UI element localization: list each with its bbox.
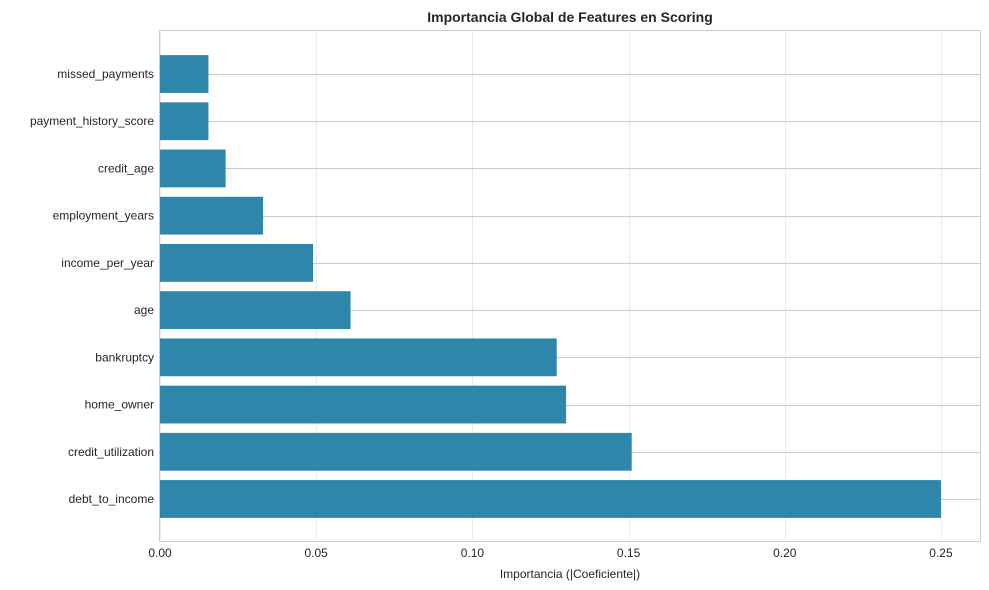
- x-tick-label: 0.10: [461, 546, 485, 560]
- chart-title: Importancia Global de Features en Scorin…: [427, 9, 713, 25]
- x-axis-label: Importancia (|Coeficiente|): [500, 567, 640, 581]
- x-tick-label: 0.20: [773, 546, 797, 560]
- y-tick-label: payment_history_score: [30, 114, 154, 128]
- y-tick-label: debt_to_income: [69, 492, 155, 506]
- x-tick-label: 0.25: [929, 546, 953, 560]
- y-axis-ticks: debt_to_income credit_utilization home_own…: [30, 67, 154, 506]
- x-tick-label: 0.05: [305, 546, 329, 560]
- x-tick-label: 0.15: [617, 546, 641, 560]
- bar-credit-age: [160, 149, 226, 188]
- y-tick-label: missed_payments: [57, 67, 154, 81]
- bar-credit-utilization: [160, 432, 632, 471]
- y-tick-label: employment_years: [53, 209, 154, 223]
- plot-frame: [159, 30, 981, 542]
- y-tick-label: credit_utilization: [68, 445, 154, 459]
- bar-age: [160, 291, 351, 330]
- bar-income-per-year: [160, 244, 314, 282]
- bar-bankruptcy: [160, 338, 557, 377]
- y-tick-label: income_per_year: [61, 256, 154, 270]
- bars-layer: [160, 55, 941, 518]
- y-tick-label: bankruptcy: [95, 350, 154, 364]
- bar-payment-history-score: [160, 102, 209, 141]
- y-tick-label: credit_age: [98, 161, 154, 175]
- bar-missed-payments: [160, 55, 209, 93]
- y-tick-label: home_owner: [85, 398, 154, 412]
- bar-home-owner: [160, 385, 567, 424]
- x-axis-ticks: 0.00 0.05 0.10 0.15 0.20 0.25: [148, 546, 953, 560]
- y-tick-label: age: [134, 303, 154, 317]
- x-tick-label: 0.00: [148, 546, 172, 560]
- bar-employment-years: [160, 196, 264, 235]
- bar-debt-to-income: [160, 480, 941, 518]
